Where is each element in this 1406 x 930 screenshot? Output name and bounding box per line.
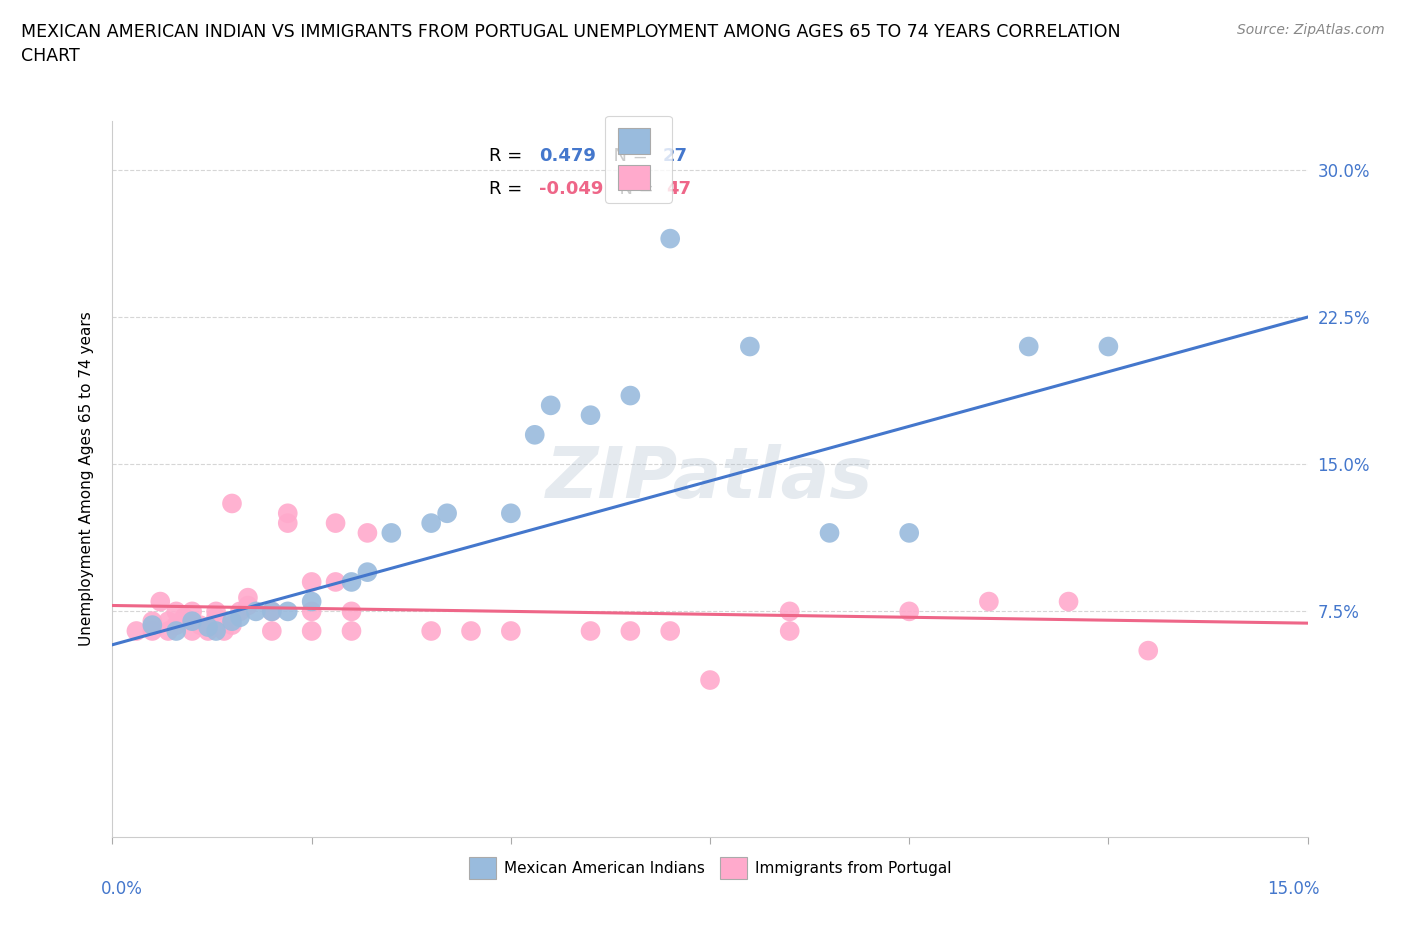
Point xyxy=(659,623,682,638)
Point xyxy=(1137,644,1160,658)
Text: -0.049: -0.049 xyxy=(538,179,603,198)
Text: 0.479: 0.479 xyxy=(538,147,596,165)
Point xyxy=(277,515,299,530)
Point xyxy=(436,506,458,521)
Point xyxy=(619,388,641,403)
Text: R =: R = xyxy=(489,179,527,198)
Legend: Mexican American Indians, Immigrants from Portugal: Mexican American Indians, Immigrants fro… xyxy=(461,850,959,886)
Point xyxy=(325,575,347,590)
Point xyxy=(260,604,283,618)
Point xyxy=(141,614,163,629)
Point xyxy=(619,623,641,638)
Point xyxy=(205,623,228,638)
Point xyxy=(1097,339,1119,354)
Point xyxy=(325,515,347,530)
Point xyxy=(301,604,323,618)
Point xyxy=(420,515,443,530)
Point xyxy=(1057,594,1080,609)
Point xyxy=(499,506,522,521)
Point xyxy=(659,232,682,246)
Point xyxy=(1018,339,1040,354)
Point xyxy=(236,591,259,605)
Point xyxy=(197,619,219,634)
Point xyxy=(977,594,1000,609)
Point xyxy=(898,604,921,618)
Point xyxy=(499,623,522,638)
Point xyxy=(277,506,299,521)
Point xyxy=(157,623,180,638)
Point xyxy=(579,407,602,422)
Text: 15.0%: 15.0% xyxy=(1267,880,1320,898)
Point xyxy=(779,623,801,638)
Point xyxy=(380,525,402,540)
Text: 47: 47 xyxy=(666,179,690,198)
Text: N =: N = xyxy=(609,179,659,198)
Point xyxy=(181,614,204,629)
Point xyxy=(165,618,187,632)
Text: MEXICAN AMERICAN INDIAN VS IMMIGRANTS FROM PORTUGAL UNEMPLOYMENT AMONG AGES 65 T: MEXICAN AMERICAN INDIAN VS IMMIGRANTS FR… xyxy=(21,23,1121,65)
Point xyxy=(245,604,267,618)
Point xyxy=(181,623,204,638)
Point xyxy=(699,672,721,687)
Point xyxy=(356,565,378,579)
Point xyxy=(205,610,228,625)
Text: 0.0%: 0.0% xyxy=(101,880,142,898)
Text: R =: R = xyxy=(489,147,527,165)
Point xyxy=(277,604,299,618)
Point xyxy=(197,623,219,638)
Point xyxy=(260,604,283,618)
Point xyxy=(340,604,363,618)
Point xyxy=(301,623,323,638)
Point xyxy=(165,623,187,638)
Point xyxy=(898,525,921,540)
Point xyxy=(579,623,602,638)
Point xyxy=(340,575,363,590)
Point xyxy=(340,623,363,638)
Point xyxy=(460,623,482,638)
Point xyxy=(141,618,163,632)
Point xyxy=(173,610,195,625)
Point xyxy=(301,575,323,590)
Point xyxy=(221,618,243,632)
Text: ZIPatlas: ZIPatlas xyxy=(547,445,873,513)
Text: N =: N = xyxy=(603,147,654,165)
Point xyxy=(149,594,172,609)
Point xyxy=(779,604,801,618)
Point xyxy=(157,614,180,629)
Text: Source: ZipAtlas.com: Source: ZipAtlas.com xyxy=(1237,23,1385,37)
Point xyxy=(221,614,243,629)
Point xyxy=(141,623,163,638)
Point xyxy=(420,623,443,638)
Point xyxy=(181,614,204,629)
Point xyxy=(165,604,187,618)
Point xyxy=(818,525,841,540)
Point xyxy=(260,623,283,638)
Point xyxy=(221,496,243,511)
Point xyxy=(540,398,562,413)
Point xyxy=(205,604,228,618)
Point xyxy=(229,604,252,618)
Point xyxy=(236,598,259,613)
Point xyxy=(181,604,204,618)
Text: 27: 27 xyxy=(662,147,688,165)
Point xyxy=(738,339,761,354)
Point xyxy=(188,618,211,632)
Point xyxy=(229,610,252,625)
Point xyxy=(125,623,148,638)
Point xyxy=(356,525,378,540)
Y-axis label: Unemployment Among Ages 65 to 74 years: Unemployment Among Ages 65 to 74 years xyxy=(79,312,94,646)
Point xyxy=(523,428,546,443)
Point xyxy=(212,623,235,638)
Point xyxy=(301,594,323,609)
